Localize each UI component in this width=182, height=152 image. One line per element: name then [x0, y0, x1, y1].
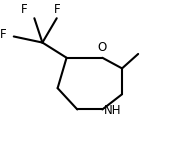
- Text: O: O: [98, 41, 107, 54]
- Text: F: F: [21, 3, 28, 16]
- Text: F: F: [0, 28, 7, 41]
- Text: NH: NH: [104, 104, 122, 117]
- Text: F: F: [54, 3, 61, 16]
